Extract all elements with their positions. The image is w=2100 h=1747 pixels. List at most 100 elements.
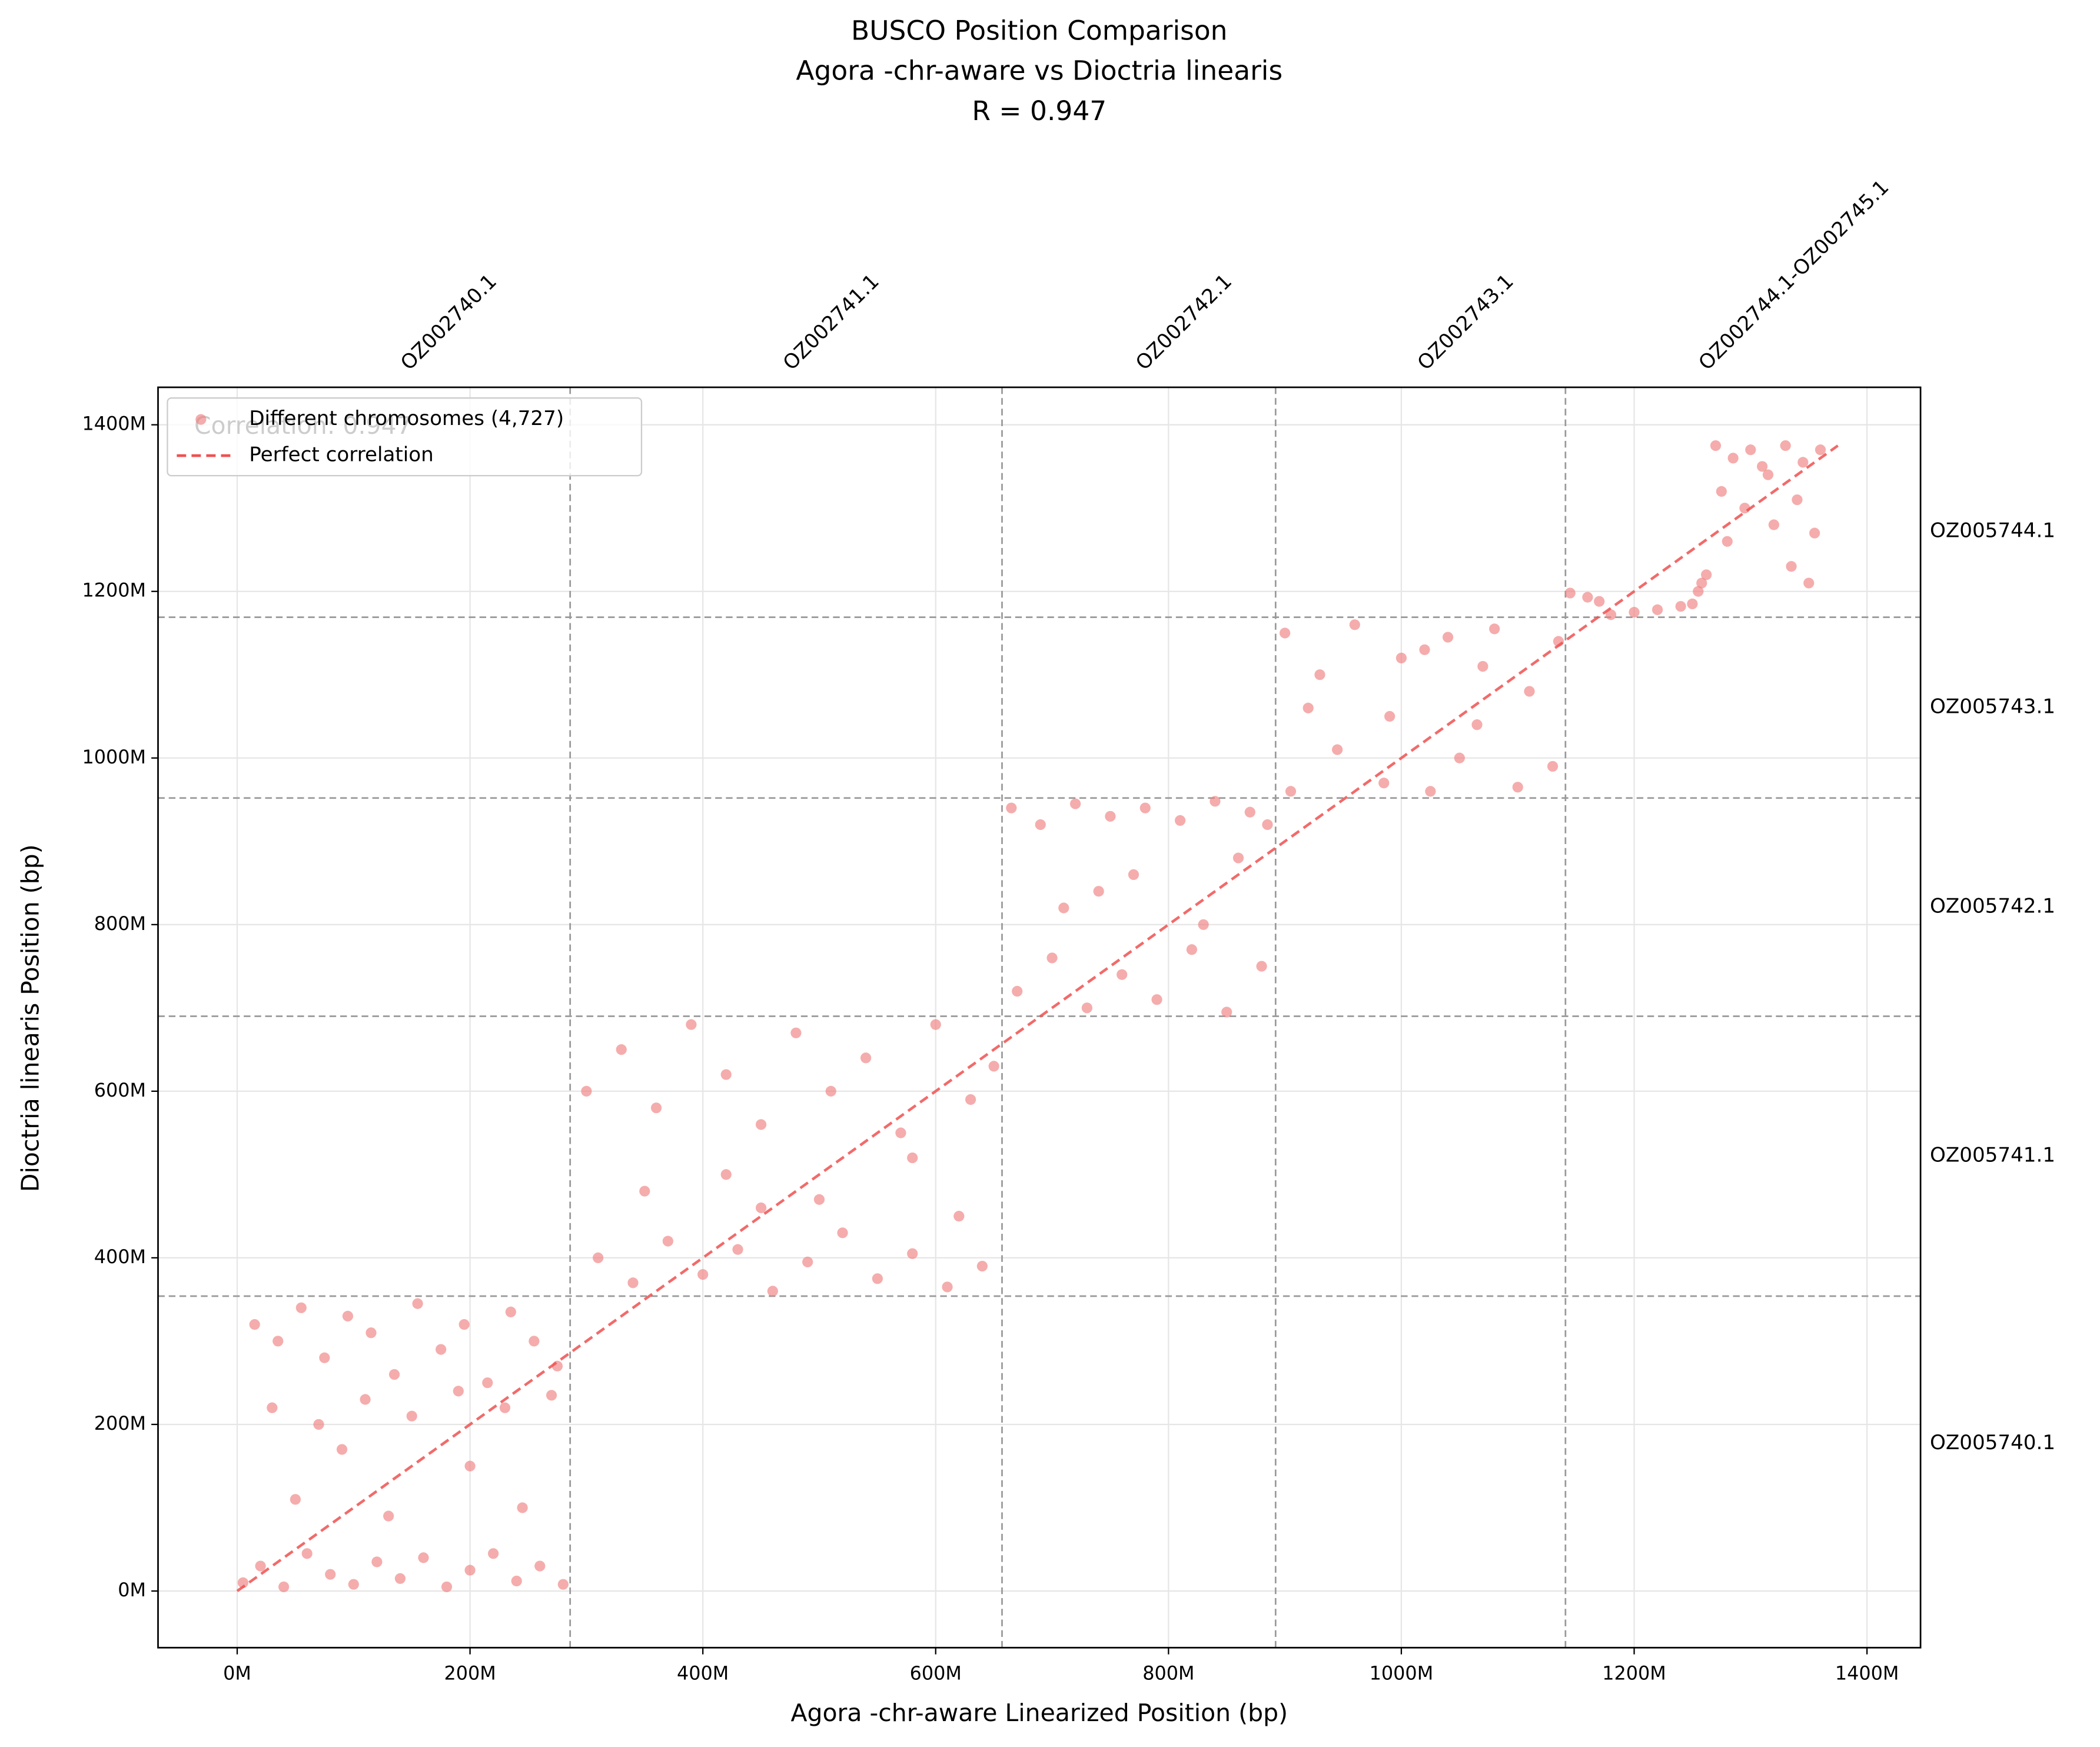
scatter-point xyxy=(319,1352,330,1363)
scatter-point xyxy=(1244,806,1255,818)
scatter-point xyxy=(1693,586,1704,597)
scatter-point xyxy=(1687,598,1698,610)
scatter-point xyxy=(441,1581,453,1593)
scatter-point xyxy=(895,1127,906,1138)
scatter-point xyxy=(1524,686,1535,697)
scatter-point xyxy=(837,1227,848,1238)
scatter-point xyxy=(342,1310,354,1322)
scatter-point xyxy=(627,1277,639,1288)
scatter-point xyxy=(534,1560,546,1572)
scatter-point xyxy=(1262,819,1273,831)
scatter-point xyxy=(1058,902,1069,914)
scatter-point xyxy=(406,1410,417,1421)
scatter-point xyxy=(1280,627,1291,639)
scatter-point xyxy=(686,1019,697,1030)
scatter-point xyxy=(1105,811,1116,822)
y-tick-label: 0M xyxy=(118,1579,146,1601)
scatter-point xyxy=(464,1565,476,1576)
scatter-point xyxy=(1175,815,1186,826)
y-chromosome-label: OZ005740.1 xyxy=(1930,1431,2055,1454)
scatter-point xyxy=(499,1402,511,1413)
chart-title: BUSCO Position Comparison xyxy=(851,15,1227,46)
scatter-point xyxy=(755,1119,767,1130)
scatter-point xyxy=(1745,444,1756,456)
scatter-point xyxy=(394,1573,406,1584)
scatter-point xyxy=(1093,886,1104,897)
scatter-point xyxy=(1792,494,1803,506)
scatter-point xyxy=(755,1202,767,1214)
scatter-point xyxy=(488,1548,499,1559)
scatter-point xyxy=(1314,669,1325,680)
scatter-point xyxy=(529,1336,540,1347)
x-axis-label: Agora -chr-aware Linearized Position (bp… xyxy=(791,1699,1288,1727)
scatter-point xyxy=(802,1256,813,1268)
scatter-point xyxy=(1809,527,1820,539)
legend-label: Perfect correlation xyxy=(249,443,433,467)
scatter-point xyxy=(1221,1007,1232,1018)
scatter-point xyxy=(942,1281,953,1293)
scatter-point xyxy=(872,1273,883,1284)
scatter-point xyxy=(412,1298,423,1309)
x-tick-label: 200M xyxy=(444,1662,496,1685)
scatter-point xyxy=(1198,919,1209,930)
scatter-point xyxy=(1117,969,1128,980)
scatter-point xyxy=(965,1094,976,1105)
scatter-point xyxy=(1696,577,1707,589)
y-tick-label: 1000M xyxy=(82,746,147,768)
scatter-point xyxy=(1716,486,1727,497)
scatter-point xyxy=(360,1394,371,1405)
scatter-point xyxy=(418,1552,429,1563)
reference-line xyxy=(236,444,1839,1592)
y-chromosome-label: OZ005742.1 xyxy=(1930,895,2055,918)
y-tick-label: 400M xyxy=(94,1246,146,1268)
scatter-point xyxy=(1701,569,1712,580)
scatter-point xyxy=(988,1061,999,1072)
scatter-point xyxy=(1081,1002,1092,1014)
scatter-point xyxy=(825,1085,836,1097)
scatter-point xyxy=(365,1327,377,1339)
scatter-point xyxy=(278,1581,290,1593)
scatter-point xyxy=(1070,798,1081,809)
scatter-point xyxy=(1594,596,1605,607)
scatter-point xyxy=(720,1169,732,1180)
scatter-point xyxy=(1629,607,1640,618)
scatter-point xyxy=(1419,644,1430,655)
scatter-point xyxy=(458,1319,470,1330)
scatter-point xyxy=(1302,702,1314,713)
scatter-point xyxy=(1151,994,1162,1005)
scatter-point xyxy=(249,1319,260,1330)
scatter-point xyxy=(1139,802,1151,813)
scatter-point xyxy=(1256,961,1267,972)
scatter-point xyxy=(976,1260,988,1272)
legend-swatch xyxy=(195,414,207,425)
scatter-point xyxy=(813,1194,825,1205)
x-tick-label: 400M xyxy=(677,1662,729,1685)
scatter-point xyxy=(1489,623,1500,635)
scatter-point xyxy=(662,1235,673,1247)
legend-box xyxy=(167,397,643,477)
scatter-point xyxy=(1797,457,1809,468)
y-chromosome-label: OZ005741.1 xyxy=(1930,1144,2055,1167)
scatter-point xyxy=(1442,632,1454,643)
chart-subtitle: R = 0.947 xyxy=(972,95,1107,127)
scatter-point xyxy=(482,1377,493,1389)
scatter-point xyxy=(557,1579,569,1590)
scatter-point xyxy=(1803,577,1815,589)
scatter-point xyxy=(593,1252,604,1264)
scatter-point xyxy=(1547,760,1559,772)
scatter-point xyxy=(383,1510,394,1522)
scatter-point xyxy=(546,1390,557,1401)
scatter-point xyxy=(237,1577,249,1588)
scatter-point xyxy=(1477,660,1488,672)
scatter-point xyxy=(930,1019,941,1030)
scatter-point xyxy=(511,1575,522,1587)
scatter-point xyxy=(301,1548,313,1559)
scatter-point xyxy=(1186,944,1198,955)
scatter-point xyxy=(860,1052,872,1064)
chart-subtitle: Agora -chr-aware vs Dioctria linearis xyxy=(796,55,1282,87)
scatter-point xyxy=(1384,710,1395,722)
scatter-point xyxy=(953,1211,965,1222)
y-tick-label: 1200M xyxy=(82,579,147,602)
